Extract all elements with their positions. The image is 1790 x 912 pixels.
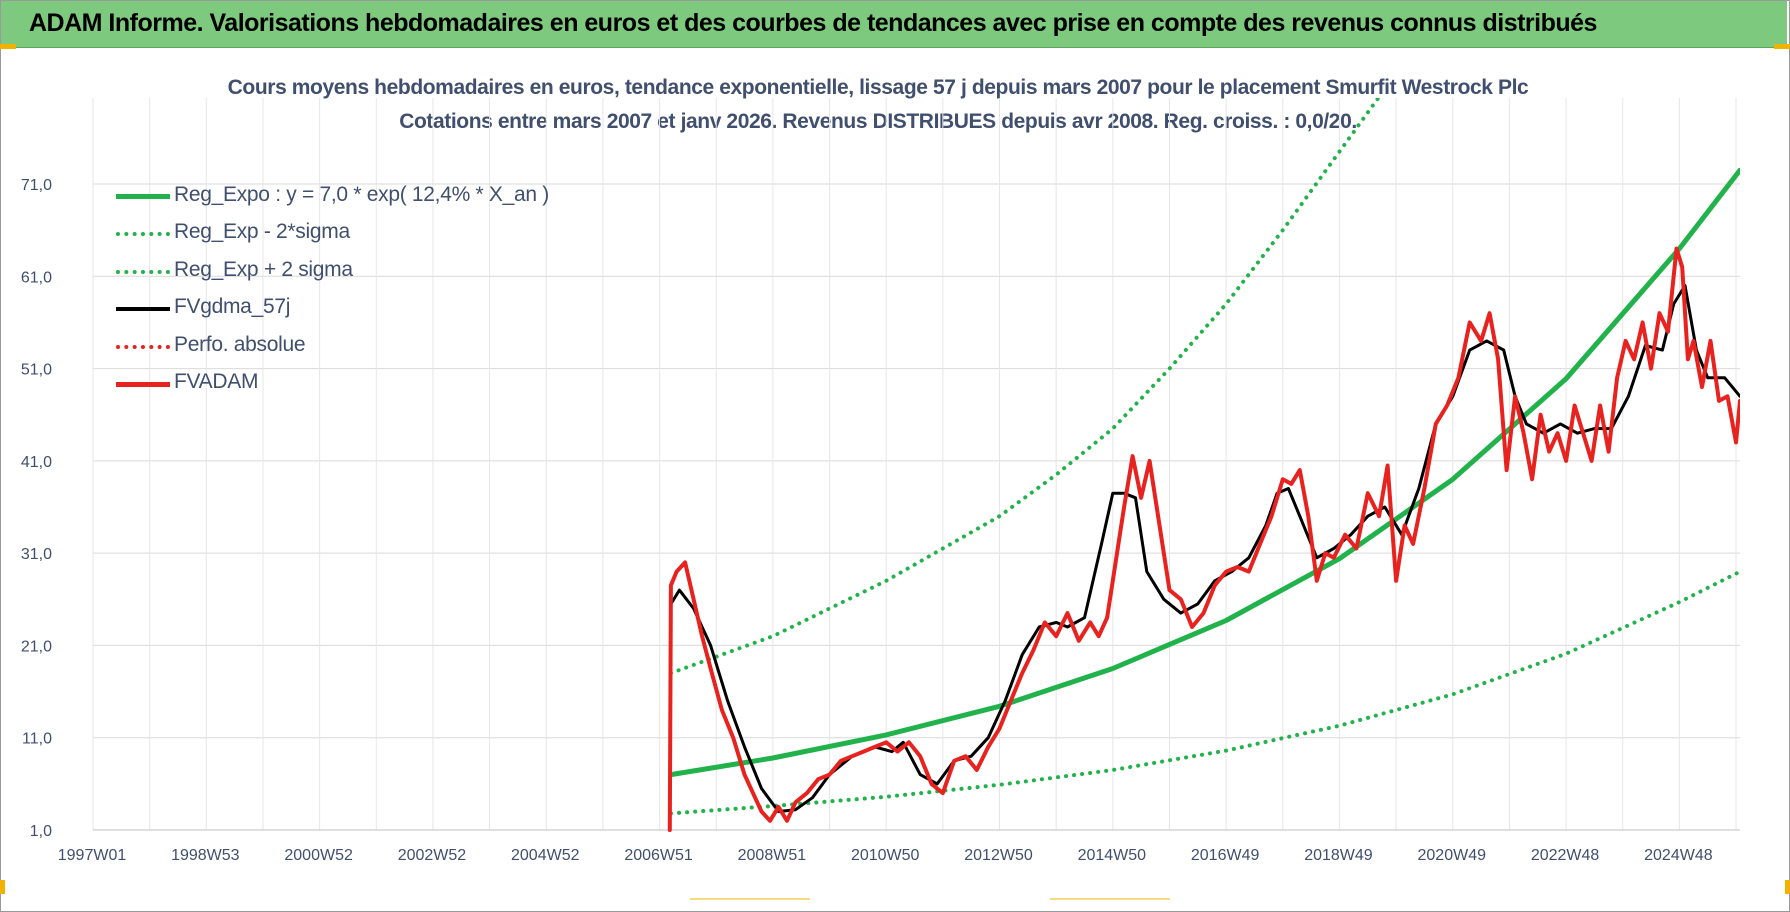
y-tick-label: 61,0 xyxy=(21,269,52,286)
legend-item-3: FVgdma_57j xyxy=(116,291,549,329)
legend-item-4: Perfo. absolue xyxy=(116,328,549,366)
x-tick-label: 2016W49 xyxy=(1191,847,1260,864)
x-tick-label: 2002W52 xyxy=(398,847,467,864)
x-tick-label: 2010W50 xyxy=(851,847,920,864)
x-tick-label: 2008W51 xyxy=(738,847,807,864)
legend-label: Perfo. absolue xyxy=(174,332,306,356)
legend-label: FVgdma_57j xyxy=(174,295,291,319)
legend-item-5: FVADAM xyxy=(116,366,549,404)
bottom-mark-1 xyxy=(690,898,810,900)
series-lines xyxy=(667,98,1740,832)
legend-swatch xyxy=(116,344,170,349)
legend-label: Reg_Expo : y = 7,0 * exp( 12,4% * X_an ) xyxy=(174,182,549,206)
y-tick-label: 31,0 xyxy=(21,546,52,563)
grid-lines xyxy=(92,98,1740,831)
legend-item-2: Reg_Exp + 2 sigma xyxy=(116,253,549,291)
y-tick-label: 41,0 xyxy=(21,454,52,471)
series-line-5 xyxy=(667,246,1740,832)
x-tick-label: 2006W51 xyxy=(624,847,693,864)
legend-item-0: Reg_Expo : y = 7,0 * exp( 12,4% * X_an ) xyxy=(116,178,549,216)
series-line-2 xyxy=(668,98,1381,676)
x-tick-label: 1997W01 xyxy=(58,847,127,864)
legend-label: Reg_Exp - 2*sigma xyxy=(174,220,350,244)
x-tick-label: 2014W50 xyxy=(1078,847,1147,864)
x-tick-label: 2000W52 xyxy=(284,847,353,864)
x-tick-label: 2018W49 xyxy=(1304,847,1373,864)
chart-subtitle: Cotations entre mars 2007 et janv 2026. … xyxy=(399,110,1357,133)
corner-mark-bottom-left xyxy=(0,880,5,894)
x-tick-label: 2024W48 xyxy=(1644,847,1713,864)
legend-label: FVADAM xyxy=(174,370,259,394)
legend-label: Reg_Exp + 2 sigma xyxy=(174,257,353,281)
x-tick-label: 2020W49 xyxy=(1418,847,1487,864)
y-axis-ticks: 1,0 11,0 21,0 31,0 41,0 51,0 61,0 71,0 xyxy=(21,177,52,840)
report-banner: ADAM Informe. Valorisations hebdomadaire… xyxy=(1,1,1787,48)
chart-title: Cours moyens hebdomadaires en euros, ten… xyxy=(227,76,1529,99)
corner-mark-top-right xyxy=(1774,44,1790,49)
legend-swatch xyxy=(116,381,170,387)
legend-item-1: Reg_Exp - 2*sigma xyxy=(116,216,549,254)
x-tick-label: 2012W50 xyxy=(964,847,1033,864)
x-axis-ticks: 1997W01 1998W53 2000W52 2002W52 2004W52 2006W… xyxy=(58,847,1713,864)
series-line-1 xyxy=(668,569,1740,816)
legend: Reg_Expo : y = 7,0 * exp( 12,4% * X_an )… xyxy=(116,178,549,403)
corner-mark-top-left xyxy=(0,44,16,49)
y-tick-label: 51,0 xyxy=(21,362,52,379)
x-tick-label: 2022W48 xyxy=(1531,847,1600,864)
series-line-0 xyxy=(668,167,1740,778)
bottom-mark-2 xyxy=(1050,898,1170,900)
legend-swatch xyxy=(116,232,170,237)
legend-swatch xyxy=(116,269,170,274)
y-tick-label: 1,0 xyxy=(30,823,52,840)
x-tick-label: 2004W52 xyxy=(511,847,580,864)
y-tick-label: 71,0 xyxy=(21,177,52,194)
x-tick-label: 1998W53 xyxy=(171,847,240,864)
legend-swatch xyxy=(116,194,170,200)
y-tick-label: 11,0 xyxy=(22,731,52,748)
y-tick-label: 21,0 xyxy=(21,638,52,655)
corner-mark-bottom-right xyxy=(1785,880,1790,894)
legend-swatch xyxy=(116,307,170,312)
report-banner-title: ADAM Informe. Valorisations hebdomadaire… xyxy=(29,9,1597,37)
